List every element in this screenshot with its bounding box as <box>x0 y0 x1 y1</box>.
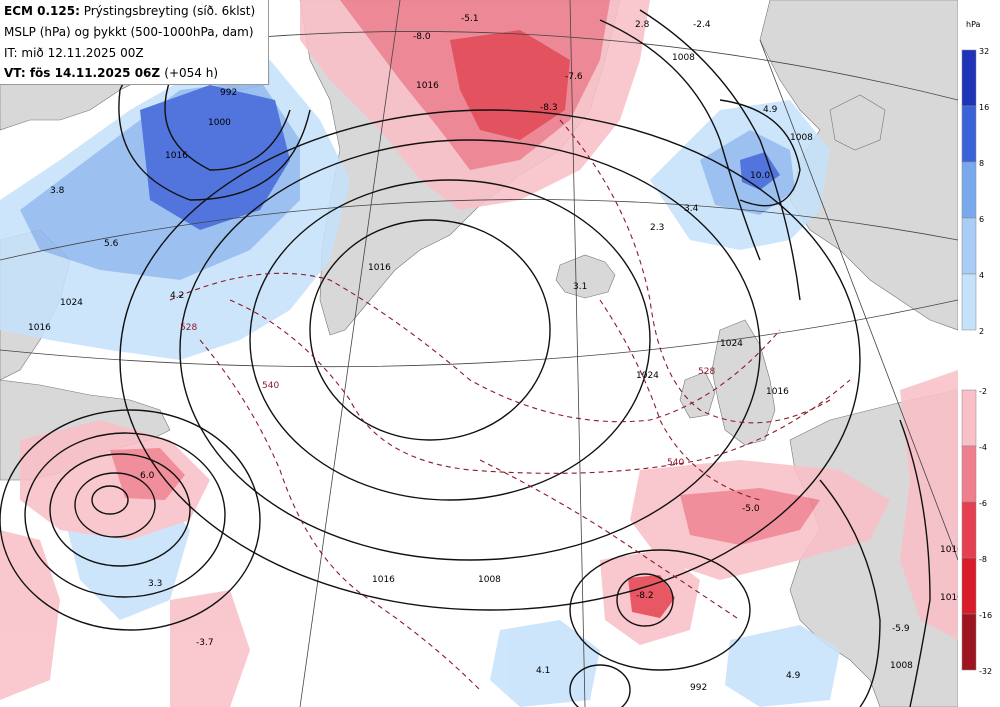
isobar-label: 1016 <box>165 151 188 161</box>
model-name: ECM 0.125: <box>4 4 80 18</box>
tendency-label: -7.6 <box>565 72 583 82</box>
tendency-label: -8.0 <box>413 32 431 42</box>
isobar-label: 1024 <box>636 371 659 381</box>
legend-positive: 32 16 8 6 4 2 <box>961 47 989 336</box>
legend-tick-label: -2 <box>979 387 987 396</box>
legend-tick-label: -32 <box>979 667 992 676</box>
legend-swatch <box>961 49 977 107</box>
fall-area-west-low <box>20 420 210 540</box>
fall-area-west-low-core <box>110 448 185 500</box>
isobar-label: 1008 <box>478 575 501 585</box>
isobar-label: 1016 <box>766 387 789 397</box>
tendency-label: 4.2 <box>170 291 184 301</box>
legend-swatch <box>961 389 977 447</box>
fall-area-east-mid <box>680 488 820 545</box>
thickness-lines <box>169 119 851 691</box>
colorbar-legend: hPa 32 16 8 6 4 2 -2 -4 -6 -8 -16 -32 <box>958 0 1000 707</box>
thickness-label: 540 <box>667 458 684 468</box>
legend-unit: hPa <box>966 20 981 29</box>
tendency-label: 6.0 <box>140 471 155 481</box>
ireland <box>679 371 716 419</box>
tendency-label: 3.3 <box>148 579 162 589</box>
tendency-label: 2.8 <box>635 20 650 30</box>
valid-time-prefix: VT: <box>4 66 26 80</box>
isobar-label: 1016 <box>368 263 391 273</box>
tendency-shading <box>0 0 958 707</box>
fall-area-south <box>170 590 250 707</box>
isobar-label: 1008 <box>672 53 695 63</box>
legend-swatch <box>961 105 977 163</box>
legend-tick-label: 32 <box>979 47 989 56</box>
product-name: Prýstingsbreyting (síð. 6klst) <box>83 4 256 18</box>
rise-area-south <box>490 620 600 707</box>
fall-area-east-edge <box>900 370 958 640</box>
tendency-label: 4.1 <box>536 666 550 676</box>
legend-tick-label: -16 <box>979 611 992 620</box>
legend-tick-label: -4 <box>979 443 987 452</box>
isobar-label: 992 <box>220 88 237 98</box>
fall-area-south-low-core <box>628 575 675 618</box>
tendency-label: -5.0 <box>742 504 760 514</box>
legend-swatch <box>961 273 977 331</box>
title-line-2: MSLP (hPa) og þykkt (500-1000hPa, dam) <box>4 25 254 39</box>
tendency-label: 3.1 <box>573 282 587 292</box>
rise-area-northeast-core <box>740 152 780 190</box>
legend-swatch <box>961 613 977 671</box>
isobar-label: 1016 <box>940 545 958 555</box>
isobar-label: 1000 <box>208 118 231 128</box>
isobar-label: 1024 <box>60 298 83 308</box>
map-title-box: ECM 0.125: Prýstingsbreyting (síð. 6klst… <box>0 0 269 85</box>
svalbard <box>829 94 886 151</box>
legend-swatch <box>961 501 977 559</box>
thickness-label: 528 <box>180 323 197 333</box>
tendency-label: -5.9 <box>892 624 910 634</box>
legend-tick-label: 2 <box>979 327 984 336</box>
rise-area-west-core <box>140 85 290 230</box>
iceland <box>555 254 616 299</box>
isobar-label: 992 <box>690 683 707 693</box>
valid-time: VT: fös 14.11.2025 06Z (+054 h) <box>4 66 218 80</box>
tendency-label: 5.6 <box>104 239 119 249</box>
weather-map: 3.8 5.6 4.2 -5.1 -8.0 -7.6 -8.3 2.8 -2.4… <box>0 0 958 707</box>
legend-swatch <box>961 217 977 275</box>
tendency-label: -3.7 <box>196 638 214 648</box>
legend-tick-label: 6 <box>979 215 984 224</box>
tendency-label: -2.4 <box>693 20 711 30</box>
legend-negative: -2 -4 -6 -8 -16 -32 <box>961 387 992 676</box>
tendency-label: 4.9 <box>786 671 801 681</box>
valid-time-lead: (+054 h) <box>164 66 219 80</box>
tendency-label: 4.9 <box>763 105 778 115</box>
init-time: IT: mið 12.11.2025 00Z <box>4 46 144 60</box>
scandinavia <box>759 0 958 331</box>
tendency-label: 2.3 <box>650 223 664 233</box>
thickness-label: 528 <box>698 367 715 377</box>
tendency-label: 10.0 <box>750 171 770 181</box>
tendency-label: 3.4 <box>684 204 699 214</box>
legend-tick-label: -6 <box>979 499 987 508</box>
tendency-label: 3.8 <box>50 186 65 196</box>
isobar-label: 1016 <box>416 81 439 91</box>
legend-swatch <box>961 161 977 219</box>
tendency-label: -5.1 <box>461 14 479 24</box>
thickness-label: 540 <box>262 381 279 391</box>
legend-swatch <box>961 445 977 503</box>
map-labels: 3.8 5.6 4.2 -5.1 -8.0 -7.6 -8.3 2.8 -2.4… <box>28 14 958 693</box>
legend-swatch <box>961 557 977 615</box>
isobar-label: 1024 <box>720 339 743 349</box>
legend-tick-label: 16 <box>979 103 989 112</box>
rise-area-southeast <box>725 625 840 707</box>
tendency-label: -8.3 <box>540 103 558 113</box>
legend-tick-label: -8 <box>979 555 987 564</box>
isobar-label: 1008 <box>890 661 913 671</box>
legend-tick-label: 8 <box>979 159 984 168</box>
isobar-label: 1008 <box>790 133 813 143</box>
legend-tick-label: 4 <box>979 271 984 280</box>
isobar-label: 1016 <box>28 323 51 333</box>
title-line-1: ECM 0.125: Prýstingsbreyting (síð. 6klst… <box>4 4 255 18</box>
tendency-label: -8.2 <box>636 591 654 601</box>
isobar-label: 1016 <box>372 575 395 585</box>
valid-time-value: fös 14.11.2025 06Z <box>29 66 161 80</box>
isobar-label: 1016 <box>940 593 958 603</box>
